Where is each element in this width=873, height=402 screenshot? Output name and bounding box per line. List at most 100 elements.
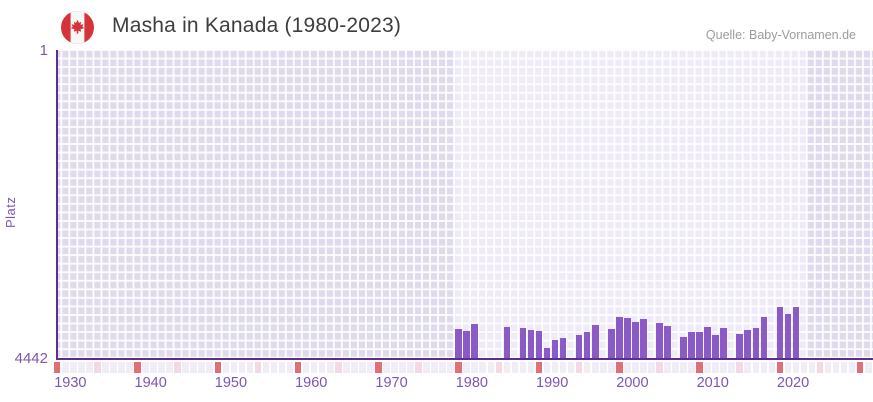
bar-2021[interactable] bbox=[784, 314, 792, 359]
year-marker-1971 bbox=[383, 362, 390, 373]
x-tick-label-2010: 2010 bbox=[696, 375, 729, 391]
bar-2015[interactable] bbox=[736, 333, 744, 359]
bar-2013[interactable] bbox=[720, 328, 727, 359]
year-marker-1968 bbox=[359, 362, 366, 373]
bar-2002[interactable] bbox=[632, 321, 639, 359]
year-marker-1959 bbox=[286, 362, 294, 373]
year-marker-2025 bbox=[816, 362, 824, 373]
year-marker-2007 bbox=[672, 362, 679, 373]
year-marker-1931 bbox=[61, 362, 69, 373]
bar-2011[interactable] bbox=[704, 326, 711, 359]
bar-2009[interactable] bbox=[688, 331, 695, 359]
year-marker-1980 bbox=[455, 362, 462, 373]
year-marker-2010 bbox=[696, 362, 703, 373]
year-marker-1956 bbox=[262, 362, 270, 373]
year-marker-1930 bbox=[53, 362, 61, 373]
year-marker-1946 bbox=[182, 362, 189, 373]
year-marker-1933 bbox=[77, 362, 85, 373]
year-marker-1958 bbox=[278, 362, 286, 373]
bar-1991[interactable] bbox=[543, 347, 551, 359]
year-marker-2014 bbox=[728, 362, 735, 373]
bar-1997[interactable] bbox=[591, 325, 599, 359]
bar-2020[interactable] bbox=[776, 306, 784, 359]
year-marker-1995 bbox=[575, 362, 583, 373]
year-marker-2016 bbox=[744, 362, 752, 373]
year-marker-1994 bbox=[567, 362, 575, 373]
bar-2022[interactable] bbox=[792, 306, 800, 359]
year-marker-1951 bbox=[222, 362, 230, 373]
maple-leaf-icon bbox=[70, 20, 85, 34]
year-marker-2006 bbox=[664, 362, 671, 373]
bar-1992[interactable] bbox=[551, 340, 559, 359]
year-marker-1977 bbox=[431, 362, 438, 373]
bar-2003[interactable] bbox=[640, 319, 647, 359]
bar-1996[interactable] bbox=[583, 332, 591, 359]
year-marker-1939 bbox=[126, 362, 133, 373]
year-marker-1974 bbox=[407, 362, 414, 373]
year-marker-1986 bbox=[503, 362, 511, 373]
year-marker-2031 bbox=[864, 362, 872, 373]
x-axis-ticks: 1930 1940 1950 1960 1970 1980 1990 2000 2010 2020 bbox=[0, 375, 873, 397]
year-marker-1960 bbox=[294, 362, 302, 373]
bar-1980[interactable] bbox=[455, 329, 462, 359]
year-marker-1944 bbox=[166, 362, 173, 373]
x-tick-label-1940: 1940 bbox=[134, 375, 167, 391]
year-marker-1934 bbox=[86, 362, 93, 373]
bar-1989[interactable] bbox=[527, 330, 535, 359]
year-marker-1953 bbox=[238, 362, 246, 373]
year-marker-2027 bbox=[832, 362, 840, 373]
year-marker-1987 bbox=[511, 362, 519, 373]
bar-1986[interactable] bbox=[503, 326, 511, 359]
year-marker-2021 bbox=[784, 362, 792, 373]
year-marker-2015 bbox=[736, 362, 744, 373]
bar-2012[interactable] bbox=[712, 335, 719, 359]
year-marker-2029 bbox=[848, 362, 856, 373]
bar-1981[interactable] bbox=[463, 330, 471, 359]
bar-1982[interactable] bbox=[471, 324, 479, 359]
year-marker-1967 bbox=[351, 362, 358, 373]
bar-2008[interactable] bbox=[680, 336, 687, 359]
bar-1990[interactable] bbox=[535, 330, 543, 359]
year-marker-2026 bbox=[824, 362, 832, 373]
year-marker-1941 bbox=[142, 362, 149, 373]
bar-2000[interactable] bbox=[616, 316, 623, 359]
y-axis-line bbox=[55, 50, 58, 360]
year-marker-1973 bbox=[399, 362, 406, 373]
year-marker-1984 bbox=[487, 362, 495, 373]
year-marker-1989 bbox=[527, 362, 535, 373]
year-marker-1992 bbox=[551, 362, 559, 373]
year-marker-1948 bbox=[198, 362, 206, 373]
bar-1993[interactable] bbox=[559, 337, 567, 359]
bar-1988[interactable] bbox=[519, 328, 527, 359]
bar-1999[interactable] bbox=[607, 329, 615, 359]
canada-flag-icon bbox=[61, 11, 94, 44]
year-marker-2009 bbox=[688, 362, 695, 373]
year-marker-1938 bbox=[118, 362, 125, 373]
bar-2018[interactable] bbox=[760, 316, 768, 359]
year-marker-1988 bbox=[519, 362, 527, 373]
year-marker-1945 bbox=[174, 362, 181, 373]
y-tick-min: 4442 bbox=[14, 349, 48, 367]
year-marker-1964 bbox=[326, 362, 334, 373]
year-marker-1937 bbox=[110, 362, 117, 373]
year-marker-2000 bbox=[616, 362, 623, 373]
bar-2017[interactable] bbox=[752, 327, 760, 359]
bar-2016[interactable] bbox=[744, 330, 752, 359]
year-marker-2023 bbox=[800, 362, 808, 373]
year-marker-1983 bbox=[479, 362, 487, 373]
bar-2001[interactable] bbox=[624, 318, 631, 359]
bar-2005[interactable] bbox=[656, 322, 663, 359]
bar-1995[interactable] bbox=[575, 335, 583, 359]
year-marker-1954 bbox=[246, 362, 254, 373]
year-marker-1979 bbox=[447, 362, 454, 373]
bar-2006[interactable] bbox=[664, 325, 671, 359]
year-marker-2012 bbox=[712, 362, 719, 373]
x-tick-label-2020: 2020 bbox=[776, 375, 810, 391]
year-marker-2001 bbox=[624, 362, 631, 373]
bar-2010[interactable] bbox=[696, 332, 703, 359]
year-marker-1975 bbox=[415, 362, 422, 373]
grid bbox=[57, 50, 873, 359]
year-marker-1963 bbox=[318, 362, 326, 373]
plot-area bbox=[57, 50, 873, 359]
